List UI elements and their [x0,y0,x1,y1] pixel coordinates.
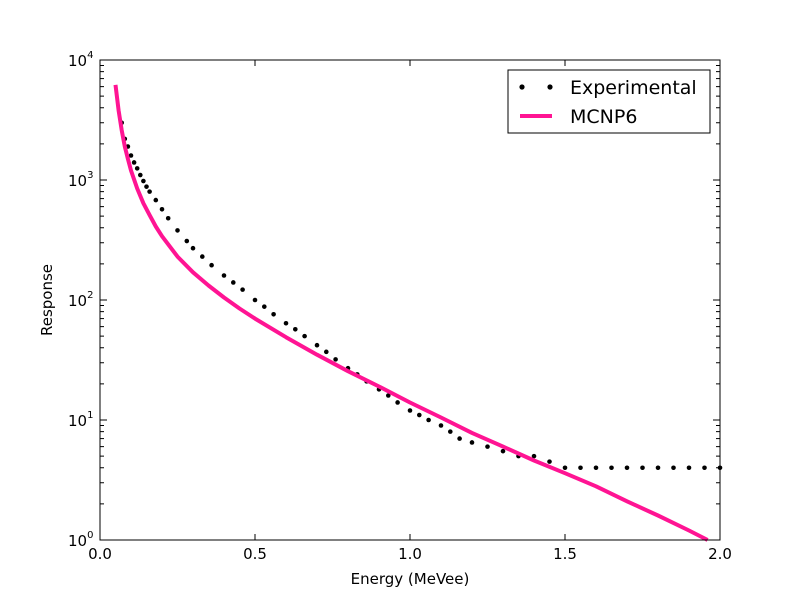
data-point-experimental [175,228,180,233]
data-point-experimental [624,465,630,471]
data-point-experimental [500,448,506,454]
data-point-experimental [417,412,422,418]
y-tick-exponent: 4 [87,50,93,61]
y-tick-base: 10 [68,412,87,430]
data-point-experimental [221,273,227,278]
data-point-experimental [655,465,661,471]
data-point-experimental [469,440,475,445]
y-tick-exponent: 1 [87,410,93,421]
data-point-experimental [302,333,307,339]
data-point-experimental [407,408,413,413]
data-point-experimental [200,254,205,259]
y-tick-base: 10 [68,172,87,190]
legend-mcnp6-label: MCNP6 [570,106,637,128]
data-point-experimental [671,465,676,471]
data-point-experimental [457,436,462,441]
data-point-experimental [283,320,289,326]
x-tick-label: 2.0 [708,545,732,563]
data-point-experimental [209,262,214,268]
legend-box [507,69,711,134]
y-tick-exponent: 2 [87,290,93,301]
data-point-experimental [128,153,134,158]
y-tick-label: 103 [68,170,93,190]
data-point-experimental [686,465,692,471]
data-point-experimental [134,166,140,171]
data-point-experimental [153,197,159,203]
x-axis-ticks: 0.0 0.5 1.0 1.5 2.0 [88,60,732,563]
data-point-experimental [547,459,552,464]
legend: Experimental MCNP6 [507,69,711,134]
data-point-experimental [438,423,444,428]
data-point-experimental [578,465,583,471]
data-point-experimental [184,238,190,244]
data-point-experimental [562,465,568,471]
legend-experimental-marker [547,84,553,90]
x-tick-label: 0.5 [243,545,267,563]
series-lines [113,84,709,542]
data-point-experimental [593,465,599,471]
x-axis-label: Energy (MeVee) [351,570,470,588]
data-point-experimental [314,342,320,348]
legend-experimental-marker [519,84,525,90]
data-point-experimental [141,178,146,184]
y-tick-exponent: 3 [87,170,93,181]
y-axis-label: Response [38,264,56,336]
y-tick-label: 101 [68,410,93,430]
y-tick-exponent: 0 [87,530,93,541]
data-point-experimental [395,400,400,405]
x-tick-label: 0.0 [88,545,112,563]
legend-experimental-label: Experimental [570,77,697,99]
data-point-experimental [448,429,453,434]
data-point-experimental [609,465,614,471]
data-point-experimental [262,304,267,309]
y-tick-label: 102 [68,290,93,310]
data-point-experimental [144,184,149,189]
data-point-experimental [386,393,391,398]
x-tick-label: 1.0 [398,545,422,563]
data-point-experimental [271,312,276,317]
data-point-experimental [702,465,707,471]
data-point-experimental [147,189,152,194]
data-point-experimental [190,245,196,251]
data-point-experimental [426,417,431,423]
data-point-experimental [324,349,329,355]
data-point-experimental [485,444,490,449]
y-tick-base: 10 [68,532,87,550]
data-point-experimental [240,287,245,292]
plot-area [100,60,720,540]
y-tick-base: 10 [68,292,87,310]
data-point-experimental [231,280,236,285]
data-point-experimental [293,326,298,332]
data-point-experimental [138,172,143,178]
data-point-experimental [333,357,338,362]
series-line-mcnp6 [113,84,709,542]
data-point-experimental [640,465,645,471]
data-point-experimental [131,160,137,165]
y-tick-label: 104 [68,50,93,70]
x-tick-label: 1.5 [553,545,577,563]
data-point-experimental [165,215,171,221]
y-tick-label: 100 [68,530,93,550]
data-point-experimental [531,453,537,459]
data-point-experimental [159,206,165,212]
data-point-experimental [252,297,258,303]
y-tick-base: 10 [68,52,87,70]
